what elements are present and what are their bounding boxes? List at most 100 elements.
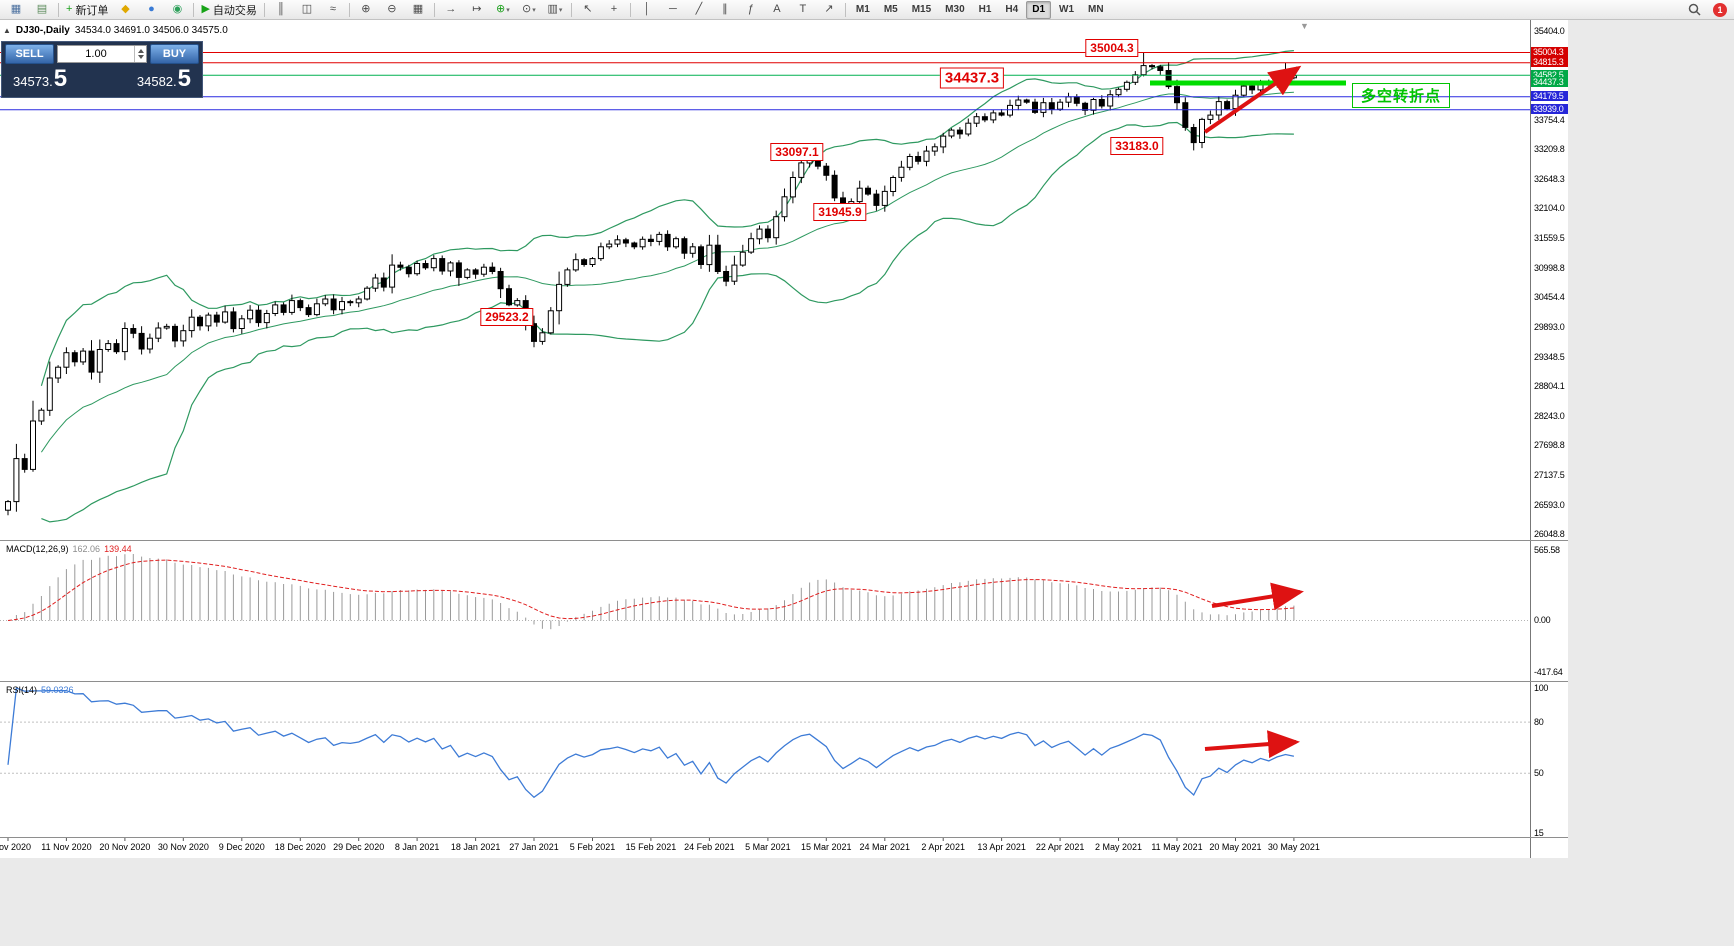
buy-price: 34582.5: [137, 65, 191, 93]
crosshair-icon: +: [610, 3, 618, 15]
auto-scroll-icon[interactable]: →: [439, 0, 463, 19]
panel-separator[interactable]: [0, 681, 1568, 682]
timeframe-mn-button[interactable]: MN: [1088, 4, 1104, 15]
arrow-objects-icon[interactable]: ↗: [817, 0, 841, 19]
chart-shift-icon: ↦: [472, 3, 482, 15]
strategy-tester-icon[interactable]: ◉: [165, 0, 189, 19]
chart-shift-marker-icon[interactable]: ▼: [1300, 21, 1309, 31]
time-axis[interactable]: 2 Nov 2020 11 Nov 2020 20 Nov 2020 30 Nov 2…: [0, 839, 1530, 858]
price-scale-label: 33209.8: [1534, 143, 1565, 154]
time-axis-label: 20 Nov 2020: [99, 842, 151, 852]
volume-stepper[interactable]: [134, 46, 146, 62]
price-level-badge: 35004.3: [1531, 46, 1568, 57]
timeframe-h4-button[interactable]: H4: [1005, 4, 1019, 15]
price-flag-label[interactable]: 35004.3: [1085, 39, 1139, 57]
time-axis-line: [0, 837, 1568, 838]
macd-scale-label: -417.64: [1534, 667, 1563, 677]
templates-icon[interactable]: ▥ ▾: [543, 0, 567, 19]
bollinger-upper-band: [40, 50, 1294, 386]
cursor-icon[interactable]: ↖: [576, 0, 600, 19]
chart-shift-icon[interactable]: ↦: [465, 0, 489, 19]
tile-windows-icon: ▦: [412, 3, 424, 15]
bar-chart-icon[interactable]: ║: [269, 0, 293, 19]
time-axis-label: 2 Nov 2020: [0, 842, 32, 852]
price-flag-label[interactable]: 29523.2: [480, 308, 534, 326]
price-flag-label[interactable]: 33097.1: [770, 143, 824, 161]
search-button[interactable]: [1682, 0, 1706, 19]
price-flag-label[interactable]: 33183.0: [1110, 137, 1164, 155]
one-click-toggle-icon[interactable]: ▲: [3, 26, 11, 35]
text-label-icon: T: [799, 3, 807, 15]
time-axis-label: 2 Apr 2021: [921, 842, 965, 852]
new-order-button[interactable]: + 新订单: [63, 0, 111, 19]
metaeditor-icon[interactable]: ◆: [113, 0, 137, 19]
stepper-down-icon[interactable]: [137, 55, 144, 59]
time-axis-label: 15 Mar 2021: [801, 842, 852, 852]
chart-profiles-icon[interactable]: ▤: [30, 0, 54, 19]
macd-signal-value: 139.44: [104, 544, 132, 554]
candlestick-chart-icon[interactable]: ◫: [295, 0, 319, 19]
trend-arrow-main[interactable]: [1203, 65, 1302, 134]
price-scale-label: 31559.5: [1534, 232, 1565, 243]
new-order-button-label: 新订单: [75, 4, 109, 17]
buy-button[interactable]: BUY: [150, 44, 199, 64]
text-icon[interactable]: A: [765, 0, 789, 19]
timeframe-h1-button[interactable]: H1: [978, 4, 992, 15]
timeframe-d1-button[interactable]: D1: [1026, 0, 1052, 19]
notification-badge[interactable]: 1: [1713, 2, 1727, 17]
fibonacci-icon: ƒ: [747, 3, 754, 15]
price-flag-label[interactable]: 34437.3: [939, 67, 1005, 89]
indicators-icon[interactable]: ⊕ ▾: [491, 0, 515, 19]
candlestick-chart-icon: ◫: [301, 3, 313, 15]
tile-windows-icon[interactable]: ▦: [406, 0, 430, 19]
rsi-scale-label: 100: [1534, 683, 1549, 693]
sell-button[interactable]: SELL: [5, 44, 54, 64]
bollinger-lower-band: [41, 121, 1294, 523]
toolbar-right-cluster: 1: [1681, 0, 1731, 19]
chart-canvas[interactable]: [0, 20, 1530, 858]
stepper-up-icon[interactable]: [137, 49, 144, 53]
price-scale-label: 26048.8: [1534, 528, 1565, 539]
trend-arrow-rsi[interactable]: [1204, 730, 1300, 759]
crosshair-icon[interactable]: +: [602, 0, 626, 19]
timeframe-w1-button[interactable]: W1: [1059, 4, 1075, 15]
ohlc-values: 34534.0 34691.0 34506.0 34575.0: [74, 25, 228, 36]
timeframe-m5-button[interactable]: M5: [883, 4, 898, 15]
price-flag-label[interactable]: 31945.9: [813, 203, 867, 221]
line-chart-icon[interactable]: ≈: [321, 0, 345, 19]
market-watch-icon[interactable]: ●: [139, 0, 163, 19]
turning-point-note[interactable]: 多空转折点: [1352, 83, 1451, 108]
volume-input[interactable]: 1.00: [57, 45, 147, 63]
sell-price-main: 34573.: [13, 74, 53, 89]
line-chart-icon: ≈: [329, 3, 336, 15]
time-axis-label: 5 Feb 2021: [569, 842, 616, 852]
price-scale-label: 26593.0: [1534, 499, 1565, 510]
timeframe-m30-button[interactable]: M30: [945, 4, 965, 15]
zoom-out-icon[interactable]: ⊖: [380, 0, 404, 19]
zoom-in-icon[interactable]: ⊕: [354, 0, 378, 19]
price-scale[interactable]: 35404.0 33754.4 33209.8 32648.3 32104.0 31559…: [1530, 20, 1568, 858]
price-scale-label: 32648.3: [1534, 174, 1565, 185]
trendline-icon[interactable]: ╱: [687, 0, 711, 19]
periods-icon[interactable]: ⊙ ▾: [517, 0, 541, 19]
equidistant-channel-icon[interactable]: ∥: [713, 0, 737, 19]
dropdown-arrow-icon: ▾: [506, 6, 510, 14]
price-scale-label: 30454.4: [1534, 292, 1565, 303]
toolbar-separator: [58, 2, 59, 17]
rsi-value: 59.0326: [41, 685, 74, 695]
vertical-line-icon[interactable]: │: [635, 0, 659, 19]
time-axis-label: 18 Jan 2021: [450, 842, 501, 852]
auto-scroll-icon: →: [445, 3, 457, 15]
equidistant-channel-icon: ∥: [722, 3, 728, 15]
text-label-icon[interactable]: T: [791, 0, 815, 19]
sell-price: 34573.5: [13, 65, 67, 93]
periods-icon: ⊙: [522, 3, 532, 15]
panel-separator[interactable]: [0, 540, 1568, 541]
trend-arrow-macd[interactable]: [1211, 582, 1304, 611]
horizontal-line-icon[interactable]: ─: [661, 0, 685, 19]
fibonacci-icon[interactable]: ƒ: [739, 0, 763, 19]
autotrading-button[interactable]: ▶ 自动交易: [198, 0, 259, 19]
timeframe-m1-button[interactable]: M1: [855, 4, 870, 15]
timeframe-m15-button[interactable]: M15: [911, 4, 932, 15]
new-chart-icon[interactable]: ▦: [4, 0, 28, 19]
